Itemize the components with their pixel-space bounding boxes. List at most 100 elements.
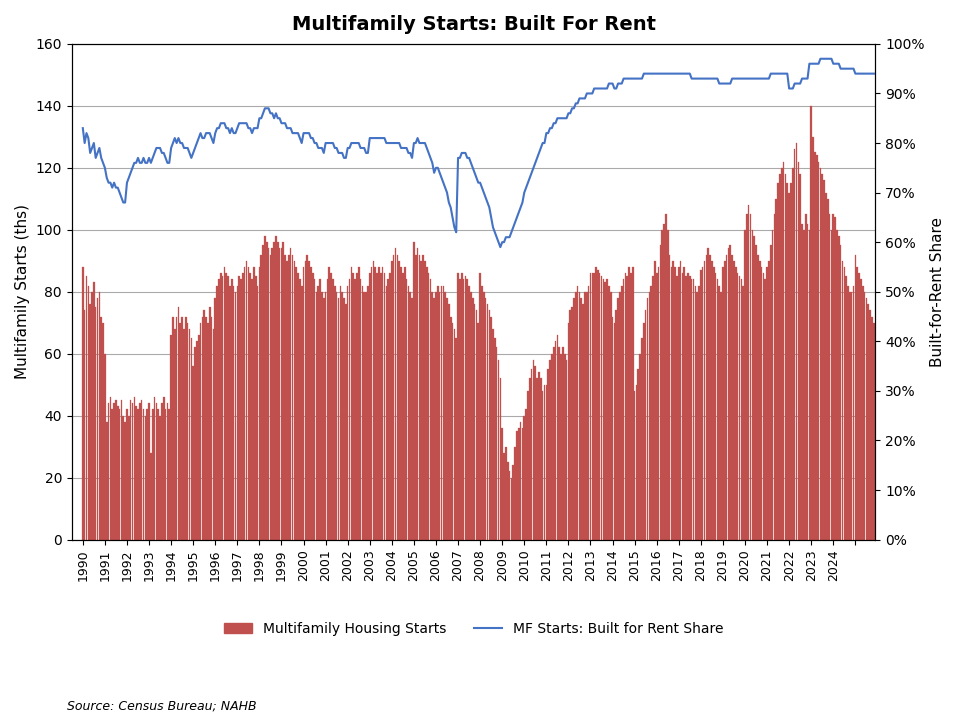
Bar xyxy=(396,255,398,539)
Bar xyxy=(117,406,119,539)
Bar xyxy=(229,286,230,539)
Bar xyxy=(806,224,808,539)
Bar xyxy=(519,422,521,539)
Bar xyxy=(665,215,666,539)
Bar xyxy=(152,410,154,539)
Bar xyxy=(573,298,575,539)
Bar xyxy=(413,242,415,539)
Bar xyxy=(553,348,555,539)
Bar xyxy=(386,286,387,539)
Bar xyxy=(639,354,641,539)
Bar xyxy=(634,391,636,539)
Bar xyxy=(531,369,533,539)
Bar xyxy=(298,273,299,539)
Bar xyxy=(338,298,339,539)
Bar xyxy=(479,273,481,539)
Bar xyxy=(762,273,764,539)
Bar xyxy=(330,273,332,539)
Bar xyxy=(130,400,132,539)
Bar xyxy=(800,174,801,539)
Bar xyxy=(577,286,579,539)
Bar xyxy=(709,255,710,539)
Bar xyxy=(782,161,784,539)
Bar xyxy=(389,273,391,539)
Bar xyxy=(497,360,499,539)
Bar xyxy=(194,348,196,539)
Bar xyxy=(733,261,734,539)
Bar xyxy=(656,273,658,539)
Bar xyxy=(827,199,828,539)
Bar xyxy=(579,292,580,539)
Bar xyxy=(180,323,181,539)
Bar xyxy=(599,273,601,539)
Bar xyxy=(369,273,371,539)
Bar xyxy=(204,310,205,539)
Bar xyxy=(503,453,505,539)
Bar xyxy=(408,286,409,539)
Bar xyxy=(768,261,770,539)
Bar xyxy=(728,248,730,539)
Bar xyxy=(350,267,352,539)
Bar xyxy=(588,286,589,539)
Bar xyxy=(529,379,531,539)
Bar xyxy=(150,453,152,539)
Bar xyxy=(91,292,93,539)
Bar xyxy=(143,410,144,539)
Bar xyxy=(455,338,457,539)
Bar xyxy=(441,286,443,539)
Bar xyxy=(250,273,251,539)
Bar xyxy=(509,472,511,539)
Bar xyxy=(760,267,762,539)
Bar xyxy=(104,354,106,539)
Bar xyxy=(318,286,319,539)
Bar xyxy=(312,273,314,539)
Bar xyxy=(132,403,133,539)
Bar xyxy=(474,304,475,539)
Bar xyxy=(372,261,374,539)
Bar xyxy=(856,267,858,539)
Bar xyxy=(448,304,449,539)
Bar xyxy=(170,335,172,539)
Bar xyxy=(391,261,393,539)
Bar xyxy=(678,267,680,539)
Bar xyxy=(750,215,752,539)
Bar xyxy=(523,415,525,539)
Bar xyxy=(575,292,577,539)
Bar xyxy=(163,397,164,539)
Bar xyxy=(608,286,610,539)
Bar xyxy=(802,224,803,539)
Bar xyxy=(452,323,453,539)
Bar xyxy=(786,184,788,539)
Bar xyxy=(406,279,407,539)
Bar xyxy=(672,261,674,539)
Bar xyxy=(192,366,194,539)
Bar xyxy=(667,230,668,539)
Bar xyxy=(189,329,190,539)
Bar xyxy=(632,267,634,539)
Bar xyxy=(603,279,604,539)
Bar xyxy=(320,279,321,539)
Bar xyxy=(123,415,124,539)
Bar xyxy=(591,273,593,539)
Bar xyxy=(816,156,818,539)
Bar xyxy=(159,415,161,539)
Bar xyxy=(860,279,862,539)
Bar xyxy=(360,279,361,539)
Bar xyxy=(115,400,117,539)
Bar xyxy=(459,279,461,539)
Bar xyxy=(535,366,536,539)
Bar xyxy=(248,267,250,539)
Bar xyxy=(216,286,218,539)
Bar xyxy=(238,276,240,539)
Bar xyxy=(643,323,644,539)
Bar xyxy=(825,192,827,539)
Bar xyxy=(595,267,597,539)
Bar xyxy=(99,292,100,539)
Bar xyxy=(246,261,248,539)
Bar xyxy=(483,292,485,539)
Bar xyxy=(864,292,865,539)
Bar xyxy=(290,248,292,539)
Bar xyxy=(647,298,648,539)
Bar xyxy=(316,292,317,539)
Bar xyxy=(128,415,130,539)
